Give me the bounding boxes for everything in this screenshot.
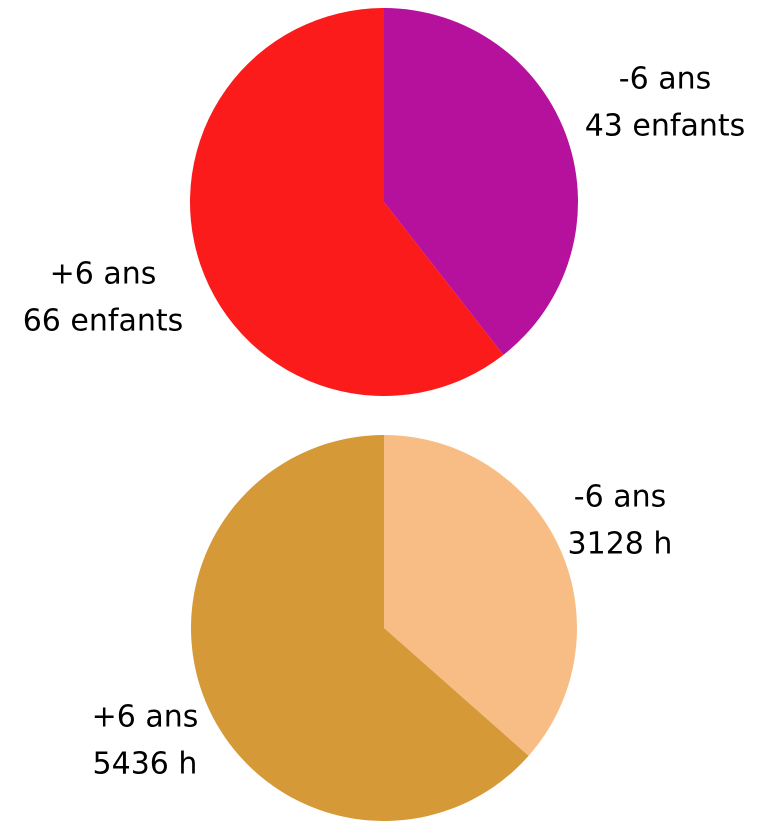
value-label: 66 enfants	[23, 304, 184, 339]
slice-label: +6 ans	[50, 257, 157, 292]
value-label: 43 enfants	[585, 109, 746, 144]
value-label: 3128 h	[568, 527, 673, 562]
pie-slice	[189, 8, 504, 396]
pie-slice	[384, 435, 577, 756]
value-label: 5436 h	[93, 747, 198, 782]
slice-label: -6 ans	[574, 480, 666, 515]
pie-slice	[384, 8, 578, 355]
slice-label: +6 ans	[92, 700, 199, 735]
pie-slice	[190, 435, 529, 821]
slice-label: -6 ans	[619, 62, 711, 97]
